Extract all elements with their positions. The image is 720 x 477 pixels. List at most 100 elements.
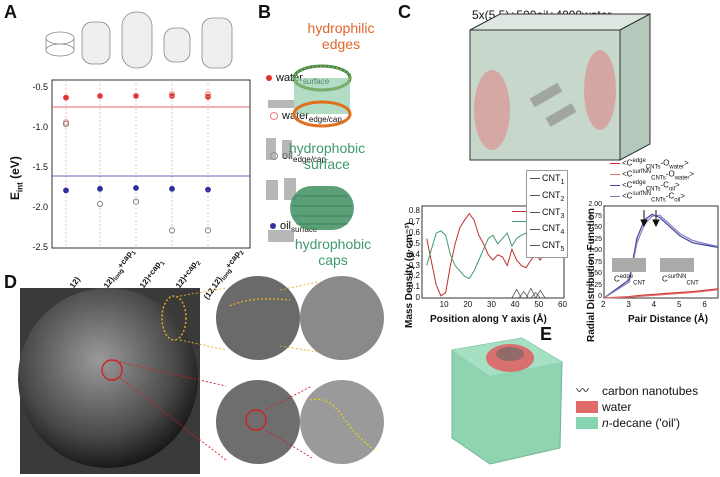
- density-xtick: 30: [487, 300, 496, 309]
- ytick-a: -2.5: [32, 242, 48, 252]
- nanotube-models: [45, 11, 233, 69]
- density-xtick: 20: [463, 300, 473, 309]
- panel-a-scatter: [62, 91, 212, 234]
- nanotube-icon: 〰: [576, 383, 590, 398]
- sem-microsphere: [18, 288, 198, 468]
- cnt-legend-1: CNT2: [530, 189, 564, 206]
- cnt-legend-4: CNT5: [530, 239, 564, 256]
- density-ytick: 0.3: [408, 260, 420, 270]
- density-ytick: 0.8: [408, 206, 420, 216]
- legend-a-3: oilsurface: [270, 220, 317, 234]
- rdf-legend-0: <CedgeCNTs-Owater>: [610, 158, 689, 170]
- sem-zoom-surface-detail: [300, 380, 384, 464]
- rdf-legend-1: <CsurfNNCNTs-Owater>: [610, 169, 694, 181]
- ytick-a: -2.0: [32, 202, 48, 212]
- rdf-xtick: 5: [677, 300, 682, 309]
- rdf-ytick: 1.25: [588, 235, 602, 243]
- cnt-legend-3: CNT4: [530, 222, 564, 239]
- point-water-edge/cap-0: [62, 119, 70, 126]
- point-oil-edge/cap-1: [96, 200, 104, 208]
- legend-a-0: watersurface: [266, 72, 329, 86]
- rdf-ytick: 0.50: [588, 270, 602, 277]
- density-xtick: 50: [534, 300, 544, 309]
- panel-label-a: A: [4, 2, 17, 22]
- panel-label-c: C: [398, 2, 411, 22]
- legend-carbon-nanotubes: 〰 carbon nanotubes: [576, 383, 699, 399]
- legend-decane: n-decane ('oil'): [576, 416, 720, 430]
- point-oil-surface-0: [63, 187, 69, 194]
- density-ytick: 0.7: [408, 217, 420, 227]
- density-ytick: 0.5: [408, 238, 420, 248]
- cnt-legend: CNT1 CNT2 CNT3 CNT4 CNT5: [526, 170, 569, 258]
- panel-label-e: E: [540, 324, 553, 344]
- cnt-legend-2: CNT3: [530, 206, 564, 223]
- density-xtick: 60: [558, 300, 567, 309]
- point-water-edge/cap-1: [96, 92, 104, 100]
- rdf-legend-3: <CsurfNNCNTs-Coil>: [610, 191, 685, 203]
- point-water-edge/cap-2: [132, 92, 140, 100]
- cnt-density-4: [535, 289, 546, 299]
- density-xtick: 40: [510, 300, 520, 309]
- density-xtick: 10: [439, 300, 449, 309]
- point-water-surface-1: [97, 93, 103, 99]
- point-water-surface-3: [169, 93, 175, 99]
- point-oil-edge/cap-2: [132, 198, 140, 205]
- ytick-a: -0.5: [32, 82, 48, 92]
- point-oil-edge/cap-3: [168, 227, 176, 234]
- decane-swatch: [576, 417, 598, 429]
- droplet-model: [451, 337, 563, 465]
- rdf-ytick: 0: [598, 293, 602, 300]
- sem-zoom-edge-detail: [300, 276, 384, 360]
- water-swatch: [576, 401, 598, 413]
- rdf-xtick: 6: [702, 300, 707, 309]
- panel-label-b: B: [258, 2, 271, 22]
- density-ytick: 0.4: [408, 249, 420, 259]
- sem-background: [20, 288, 200, 474]
- panel-c-title: 5x(5,5)+500oil+4000water: [472, 8, 612, 22]
- rdf-xtick: 3: [626, 300, 631, 309]
- panel-label-d: D: [4, 272, 17, 292]
- point-water-edge/cap-4: [204, 91, 212, 98]
- density-xlabel: Position along Y axis (Å): [430, 314, 547, 325]
- point-water-surface-2: [133, 93, 139, 99]
- legend-water: water: [576, 400, 720, 414]
- point-oil-edge/cap-4: [204, 227, 212, 234]
- rdf-ytick: 1.75: [588, 212, 602, 220]
- rdf-legend-2: <CedgeCNTs-Coil>: [610, 180, 680, 192]
- rdf-line-1: [603, 289, 719, 299]
- rdf-xtick: 2: [601, 300, 606, 309]
- rdf-xlabel: Pair Distance (Å): [628, 314, 709, 325]
- rdf-ytick: 0.75: [588, 258, 602, 266]
- cnt-density-3: [530, 291, 541, 299]
- panel-e-legend: 〰 carbon nanotubes water n-decane ('oil'…: [576, 384, 720, 430]
- cnt-density-0: [511, 288, 522, 299]
- point-water-surface-4: [205, 93, 211, 100]
- cnt-legend-0: CNT1: [530, 172, 564, 189]
- label-hydrophobic-caps: hydrophobic caps: [294, 236, 372, 268]
- point-water-surface-0: [63, 94, 69, 101]
- point-oil-surface-4: [205, 186, 211, 193]
- cnt-density-2: [525, 287, 536, 299]
- rdf-ytick: 2.00: [588, 201, 602, 208]
- point-oil-surface-3: [169, 185, 175, 192]
- point-water-edge/cap-3: [168, 91, 176, 98]
- density-ytick: 0.6: [408, 228, 420, 238]
- ytick-a: -1.0: [32, 122, 48, 132]
- xtick-a: (12,12)+cap2: [166, 260, 203, 302]
- density-ytick: 0.1: [408, 282, 420, 292]
- xtick-a: (12,12)+cap1: [130, 260, 167, 302]
- rdf-ytick: 0.25: [588, 281, 602, 289]
- panel-a-ylabel: Eint (eV): [8, 156, 25, 200]
- density-ytick: 0: [415, 293, 420, 302]
- xtick-a: (12,12)long+cap2: [202, 249, 246, 302]
- label-hydrophobic-surface: hydrophobic surface: [288, 140, 366, 172]
- legend-a-1: wateredge/cap: [270, 110, 342, 124]
- ytick-a: -1.5: [32, 162, 48, 172]
- panel-a-axes: [51, 79, 251, 249]
- point-oil-surface-1: [97, 185, 103, 192]
- rdf-xtick: 4: [651, 300, 657, 309]
- point-oil-surface-2: [133, 185, 139, 191]
- rdf-inset-label-1: CsurfNNCNT: [662, 274, 699, 287]
- rdf-ytick: 1.50: [588, 224, 602, 231]
- cnt-density-1: [518, 290, 529, 299]
